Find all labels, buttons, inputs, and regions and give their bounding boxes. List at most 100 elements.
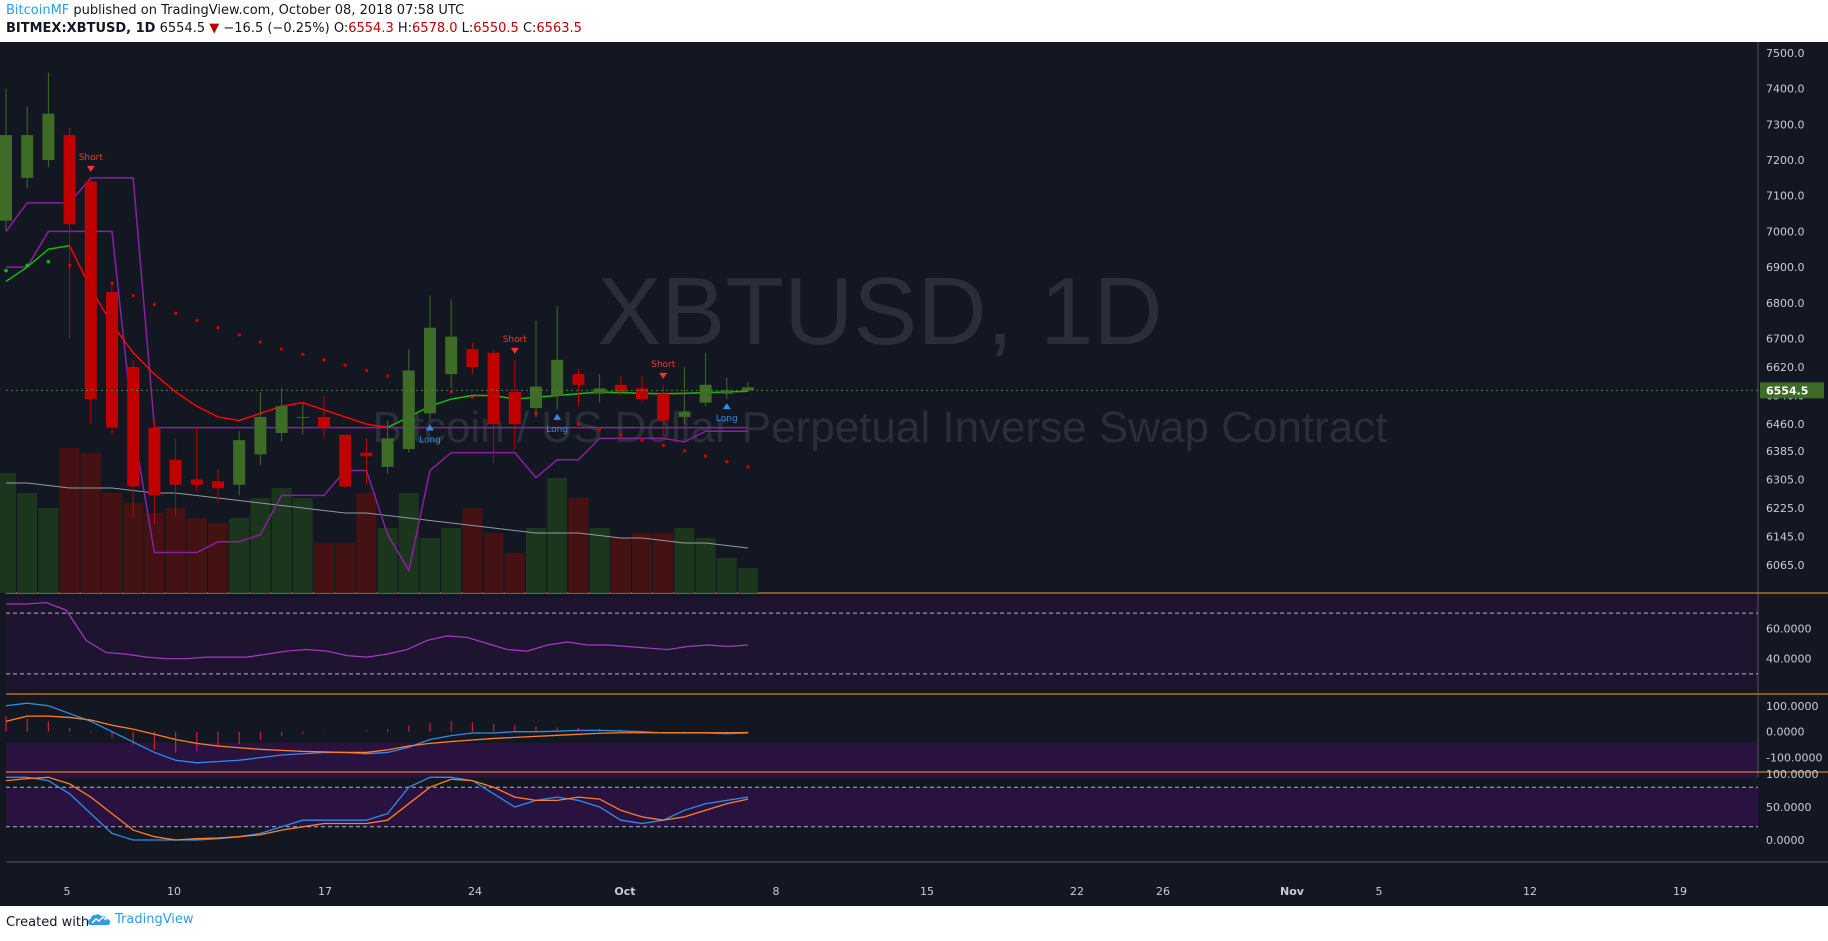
ohlc-close-value: 6563.5 — [536, 21, 582, 36]
ohlc-low-label: L: — [461, 21, 474, 36]
candle-body — [720, 390, 733, 394]
last-price-tag — [1760, 382, 1824, 399]
price-change: −16.5 (−0.25%) — [223, 21, 330, 36]
psar-dot — [703, 454, 708, 458]
psar-dot — [216, 325, 220, 330]
long-signal-label: Long — [716, 414, 738, 424]
chart-footer: Created with TradingView — [0, 906, 1828, 941]
volume-bar — [568, 498, 589, 593]
volume-bar — [462, 508, 483, 593]
volume-bar — [674, 528, 695, 593]
ohlc-high-value: 6578.0 — [412, 21, 458, 36]
candle-body — [233, 440, 246, 485]
volume-bar — [547, 478, 568, 593]
last-price: 6554.5 — [159, 21, 206, 36]
psar-dot — [195, 318, 199, 323]
symbol-line: BITMEX:XBTUSD, 1D 6554.5 ▼ −16.5 (−0.25%… — [6, 21, 582, 36]
psar-dot — [725, 459, 729, 464]
volume-bar — [123, 503, 144, 593]
macd-tick-label: 0.0000 — [1766, 726, 1805, 739]
psar-dot — [449, 390, 454, 394]
psar-dot — [343, 363, 348, 367]
macd-tick-label: -100.0000 — [1766, 752, 1822, 765]
price-tick-label: 7500.0 — [1766, 47, 1805, 60]
stoch-d-line — [5, 776, 749, 841]
price-tick-label: 6065.0 — [1766, 559, 1805, 572]
volume-bar — [17, 493, 38, 593]
candle-body — [657, 393, 670, 421]
stoch-band-fill — [6, 787, 1758, 827]
candle-body — [445, 336, 458, 375]
price-tick-label: 7300.0 — [1766, 118, 1805, 131]
short-signal-label: Short — [503, 335, 528, 345]
candle-body — [318, 416, 330, 428]
price-tick-label: 6145.0 — [1766, 530, 1805, 543]
candle-body — [169, 459, 182, 485]
time-tick-label: 24 — [468, 885, 482, 898]
tradingview-brand[interactable]: TradingView — [88, 912, 194, 927]
ema-line-up-segment — [5, 244, 70, 282]
stoch-tick-label: 0.0000 — [1766, 834, 1805, 847]
volume-bar — [335, 543, 356, 593]
candle-body — [148, 427, 161, 496]
ema-line-up-segment — [387, 390, 749, 429]
volume-bar — [59, 448, 80, 593]
volume-bar — [504, 553, 525, 593]
candle-body — [381, 438, 394, 467]
macd-tick-label: 100.0000 — [1766, 700, 1819, 713]
volume-bar — [208, 523, 228, 593]
rsi-tick-label: 60.0000 — [1766, 622, 1812, 635]
macd-line — [5, 702, 749, 764]
psar-dot — [746, 465, 750, 469]
psar-dot — [597, 427, 602, 432]
volume-bar — [0, 473, 16, 593]
ohlc-high-label: H: — [397, 21, 413, 36]
volume-bar — [165, 508, 186, 593]
time-tick-label: 17 — [318, 885, 332, 898]
candle-body — [127, 366, 140, 487]
time-tick-label: 8 — [773, 885, 780, 898]
candle-body — [593, 388, 606, 394]
candle-body — [84, 181, 97, 400]
candle-body — [572, 374, 585, 385]
up-arrow-icon — [426, 424, 434, 431]
author-link[interactable]: BitcoinMF — [6, 3, 70, 18]
volume-bar — [314, 543, 334, 593]
channel-upper-line — [5, 177, 748, 429]
candle-body — [678, 411, 691, 417]
rsi-band-bg — [6, 598, 1758, 689]
candle-body — [254, 416, 267, 455]
volume-bar — [716, 558, 737, 593]
volume-bar — [483, 533, 504, 593]
volume-bar — [377, 528, 398, 593]
volume-bar — [38, 508, 59, 593]
time-tick-label: 15 — [920, 885, 934, 898]
psar-dot — [322, 358, 326, 362]
price-tick-label: 6620.0 — [1766, 361, 1805, 374]
publish-line: BitcoinMF published on TradingView.com, … — [6, 3, 464, 18]
short-signal-label: Short — [651, 360, 676, 370]
volume-bar — [229, 518, 250, 593]
psar-dot — [152, 302, 157, 307]
candle-body — [0, 135, 12, 221]
psar-dot — [364, 368, 369, 373]
macd-signal-line — [5, 715, 749, 754]
time-tick-label: 5 — [64, 885, 71, 898]
psar-dot — [619, 432, 623, 437]
ohlc-open-value: 6554.3 — [348, 21, 394, 36]
psar-dot — [682, 449, 687, 453]
volume-bar — [186, 518, 207, 593]
ohlc-open-label: O: — [333, 21, 349, 36]
stoch-band-bg — [6, 743, 1758, 778]
price-tick-label: 6225.0 — [1766, 502, 1805, 515]
psar-dot — [237, 333, 241, 337]
volume-bar — [271, 488, 292, 593]
price-tick-label: 6800.0 — [1766, 297, 1805, 310]
time-tick-label: 12 — [1523, 885, 1537, 898]
price-tick-label: 6305.0 — [1766, 473, 1805, 486]
candle-body — [424, 327, 436, 414]
candle-body — [106, 292, 118, 428]
candle-body — [742, 387, 754, 391]
down-arrow-icon — [510, 347, 519, 354]
